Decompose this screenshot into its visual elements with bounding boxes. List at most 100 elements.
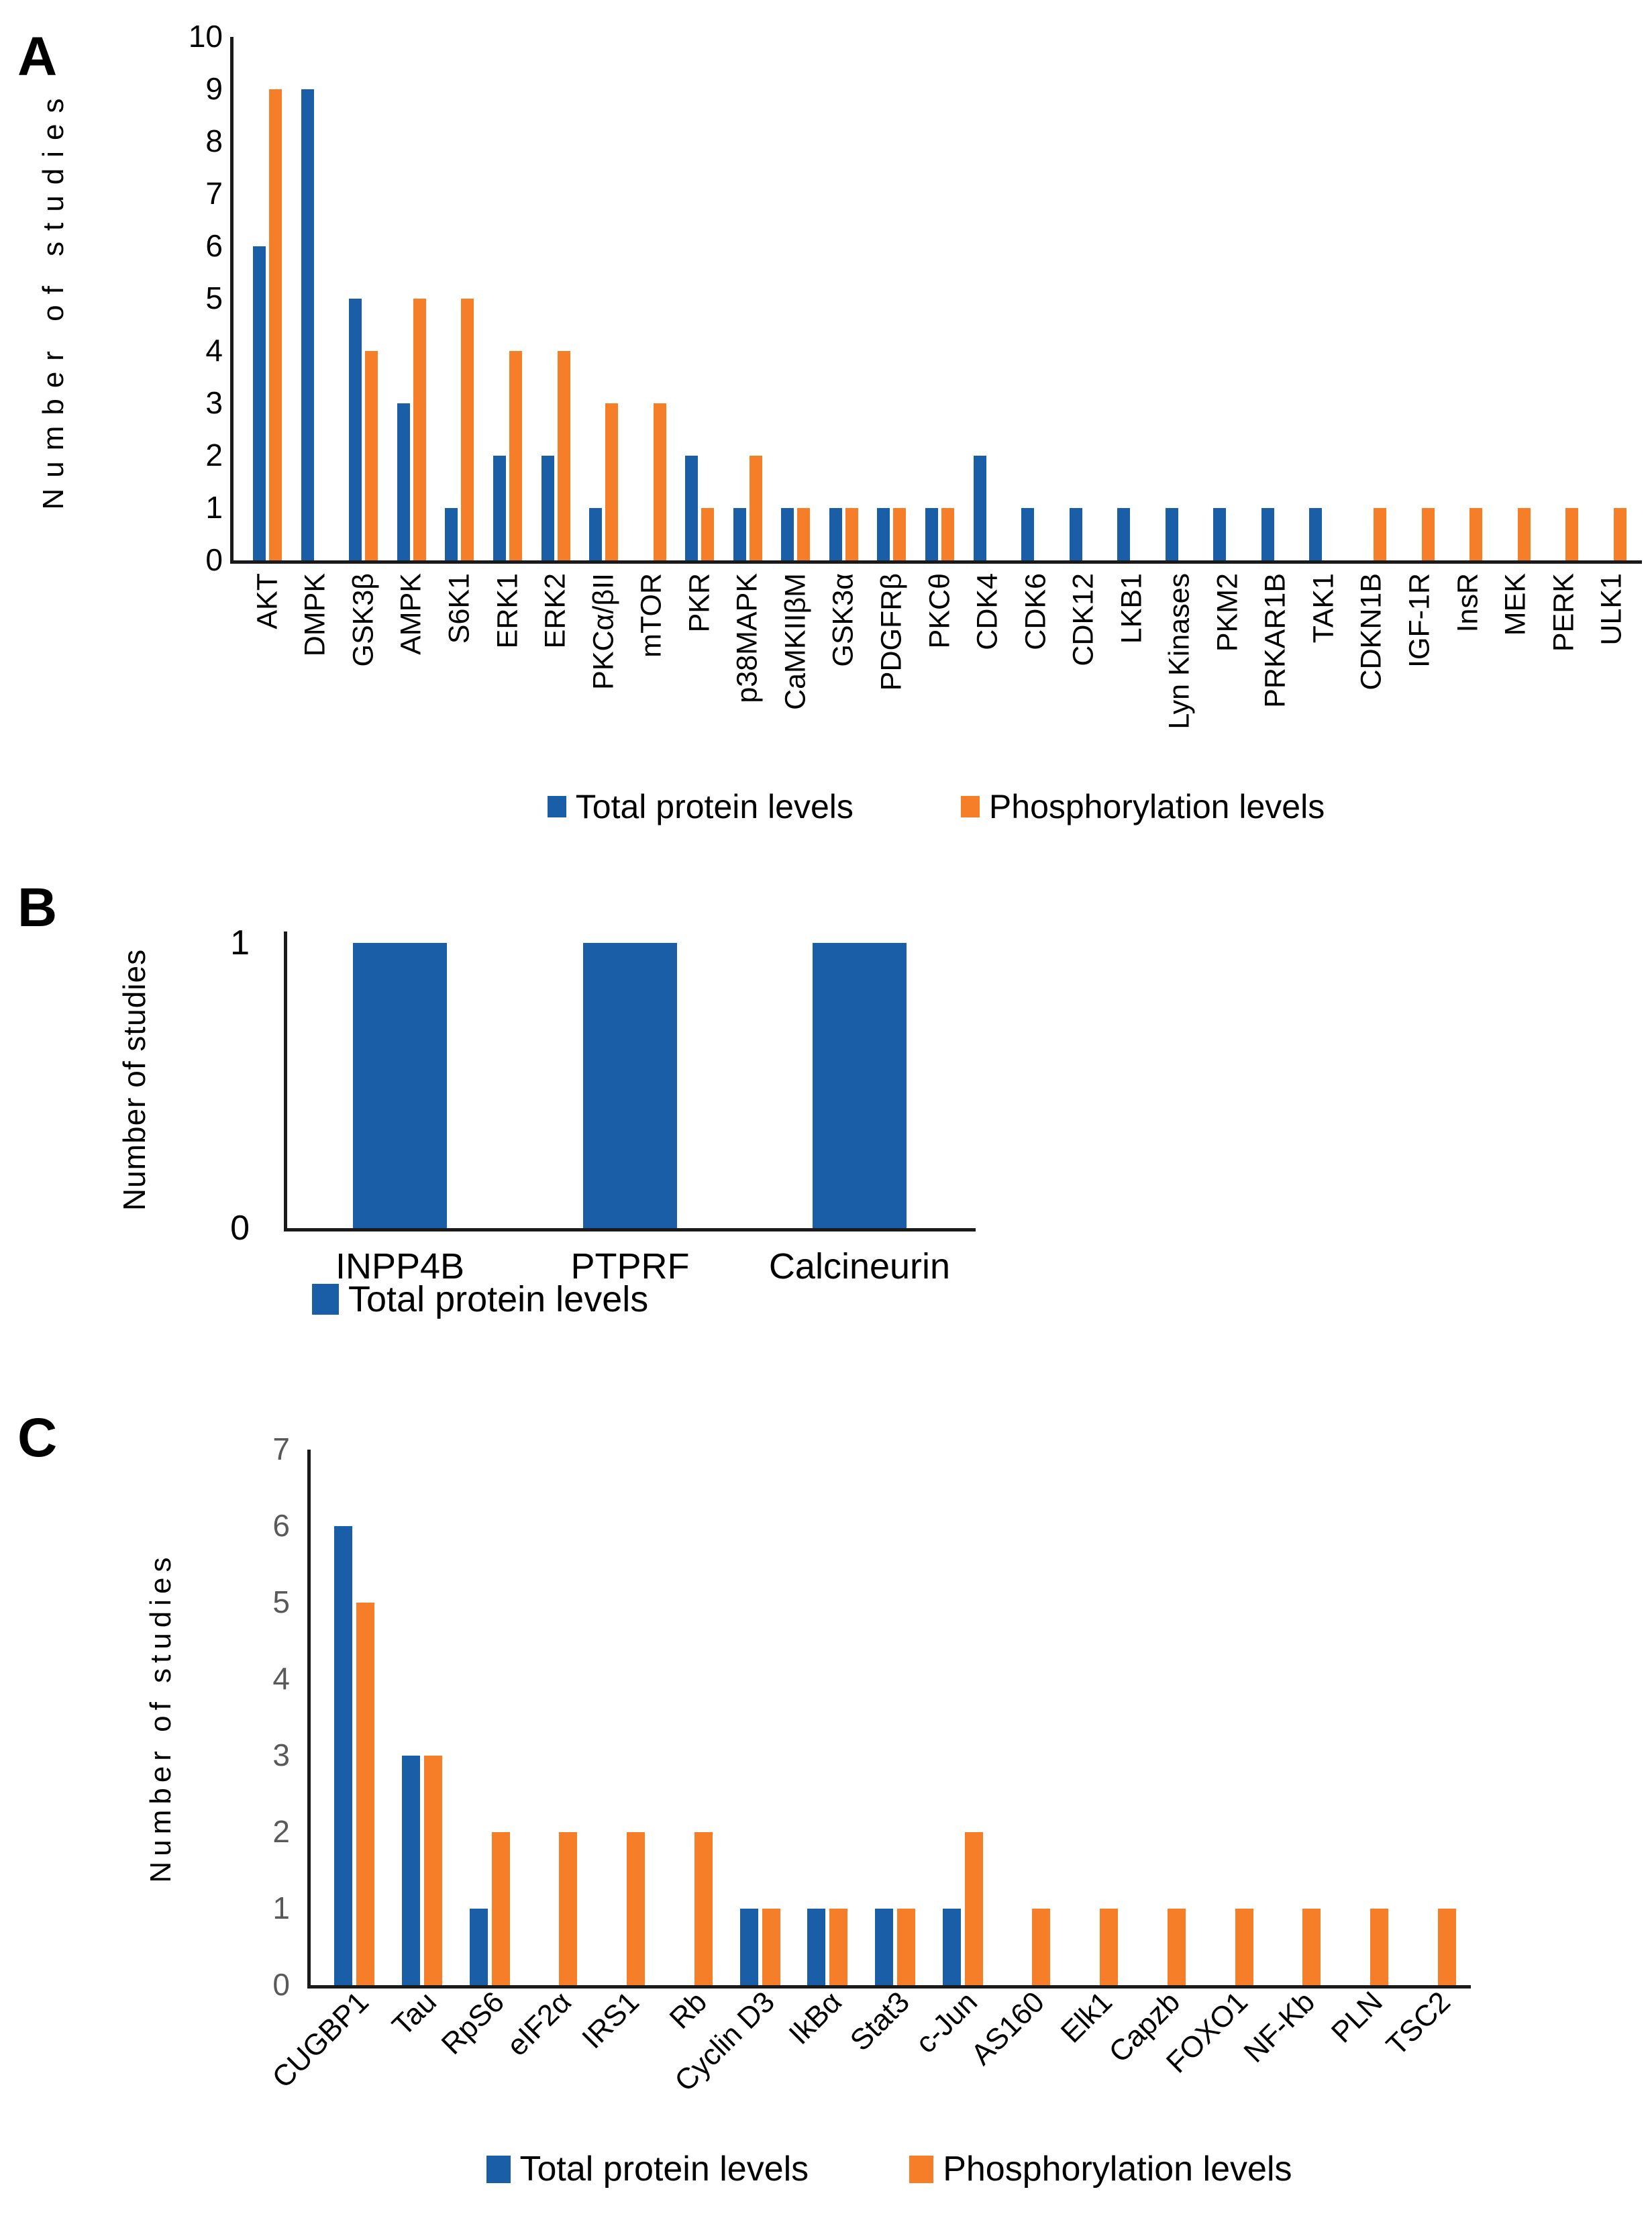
y-axis-a bbox=[230, 37, 234, 562]
x-label-c-5: Rb bbox=[663, 1985, 713, 2035]
x-label-a-5: ERK1 bbox=[491, 573, 524, 649]
legend-a: Total protein levels Phosphorylation leve… bbox=[231, 780, 1641, 834]
bar-total-c-2 bbox=[470, 1909, 488, 1985]
bar-phospho-a-11 bbox=[797, 508, 810, 560]
bar-total-c-0 bbox=[334, 1526, 352, 1985]
legend-item-total-a: Total protein levels bbox=[547, 787, 854, 826]
y-tick-c-4: 4 bbox=[272, 1661, 290, 1696]
legend-item-total-b: Total protein levels bbox=[312, 1278, 648, 1320]
bar-total-c-9 bbox=[943, 1909, 961, 1985]
panel-c-letter: C bbox=[17, 1407, 58, 1468]
y-tick-a-8: 8 bbox=[205, 123, 223, 158]
bar-phospho-c-1 bbox=[424, 1756, 442, 1985]
bar-phospho-c-5 bbox=[694, 1832, 713, 1985]
legend-label-total-a: Total protein levels bbox=[575, 788, 854, 825]
bar-total-a-15 bbox=[974, 456, 986, 560]
x-axis-c bbox=[307, 1985, 1471, 1989]
legend-label-phospho-c: Phosphorylation levels bbox=[943, 2150, 1292, 2188]
x-label-a-14: PKCθ bbox=[923, 573, 956, 649]
legend-c: Total protein levels Phosphorylation leve… bbox=[309, 2142, 1469, 2196]
bar-phospho-c-15 bbox=[1370, 1909, 1388, 1985]
phospho-legend-swatch-icon bbox=[960, 796, 980, 817]
bar-total-c-8 bbox=[875, 1909, 893, 1985]
x-label-a-21: PRKAR1B bbox=[1259, 573, 1292, 708]
y-tick-c-5: 5 bbox=[272, 1584, 290, 1619]
y-tick-a-1: 1 bbox=[205, 490, 223, 525]
legend-b: Total protein levels bbox=[312, 1272, 648, 1326]
bar-total-a-16 bbox=[1021, 508, 1034, 560]
bar-total-a-19 bbox=[1166, 508, 1178, 560]
bar-phospho-a-2 bbox=[365, 351, 378, 560]
bar-phospho-c-14 bbox=[1302, 1909, 1321, 1985]
bar-phospho-a-9 bbox=[701, 508, 714, 560]
x-label-a-0: AKT bbox=[251, 573, 284, 630]
bar-phospho-c-2 bbox=[492, 1832, 510, 1985]
y-tick-a-10: 10 bbox=[188, 19, 223, 54]
y-axis-title-b: Number of studies bbox=[117, 948, 152, 1211]
bar-phospho-a-4 bbox=[461, 299, 474, 560]
legend-label-total-c: Total protein levels bbox=[519, 2150, 809, 2188]
bar-total-a-3 bbox=[397, 403, 410, 560]
legend-label-phospho-a: Phosphorylation levels bbox=[988, 788, 1325, 825]
x-label-c-14: NF-Kb bbox=[1237, 1985, 1321, 2069]
bar-phospho-a-7 bbox=[605, 403, 618, 560]
y-tick-a-4: 4 bbox=[205, 333, 223, 368]
y-tick-a-7: 7 bbox=[205, 176, 223, 211]
bar-phospho-a-0 bbox=[269, 89, 282, 560]
bar-phospho-a-13 bbox=[893, 508, 906, 560]
bar-phospho-c-11 bbox=[1100, 1909, 1118, 1985]
x-label-c-3: eIF2α bbox=[501, 1985, 578, 2063]
bar-phospho-c-9 bbox=[965, 1832, 983, 1985]
bar-phospho-c-13 bbox=[1235, 1909, 1253, 1985]
y-tick-c-3: 3 bbox=[272, 1738, 290, 1772]
y-axis-title-a: Number of studies bbox=[37, 87, 70, 510]
y-tick-c-2: 2 bbox=[272, 1814, 290, 1849]
bar-total-a-11 bbox=[781, 508, 794, 560]
bar-phospho-c-4 bbox=[627, 1832, 645, 1985]
legend-item-total-c: Total protein levels bbox=[486, 2149, 809, 2189]
y-tick-a-9: 9 bbox=[205, 71, 223, 106]
x-label-a-20: PKM2 bbox=[1211, 573, 1244, 652]
x-label-a-16: CDK6 bbox=[1019, 573, 1052, 650]
bar-phospho-c-8 bbox=[897, 1909, 915, 1985]
legend-item-phospho-c: Phosphorylation levels bbox=[909, 2149, 1292, 2189]
x-label-a-17: CDK12 bbox=[1067, 573, 1100, 666]
bar-phospho-c-0 bbox=[356, 1603, 374, 1985]
bar-total-b-0 bbox=[353, 943, 447, 1228]
bar-total-a-1 bbox=[301, 89, 314, 560]
bar-phospho-a-8 bbox=[654, 403, 666, 560]
bar-total-a-14 bbox=[925, 508, 938, 560]
bar-phospho-a-12 bbox=[845, 508, 858, 560]
x-label-c-7: IkBα bbox=[782, 1985, 848, 2051]
bar-phospho-a-6 bbox=[558, 351, 570, 560]
x-label-a-1: DMPK bbox=[299, 573, 331, 657]
x-label-a-6: ERK2 bbox=[539, 573, 572, 649]
x-label-a-2: GSK3β bbox=[347, 573, 380, 667]
y-tick-a-3: 3 bbox=[205, 385, 223, 420]
y-tick-a-2: 2 bbox=[205, 438, 223, 472]
bar-total-c-6 bbox=[740, 1909, 758, 1985]
x-label-c-8: Stat3 bbox=[843, 1985, 916, 2058]
x-label-a-23: CDKN1B bbox=[1355, 573, 1388, 691]
bar-phospho-a-5 bbox=[509, 351, 522, 560]
x-label-b-0: INPP4B bbox=[335, 1246, 465, 1287]
x-label-a-4: S6K1 bbox=[443, 573, 476, 644]
panel-a-letter: A bbox=[17, 26, 58, 87]
y-tick-c-7: 7 bbox=[272, 1431, 290, 1466]
bar-total-c-7 bbox=[807, 1909, 825, 1985]
bar-phospho-c-3 bbox=[559, 1832, 577, 1985]
bar-total-a-0 bbox=[253, 246, 266, 560]
bar-phospho-c-7 bbox=[829, 1909, 847, 1985]
x-label-a-7: PKCα/βII bbox=[587, 573, 620, 690]
x-label-c-2: RpS6 bbox=[435, 1985, 511, 2061]
bar-total-a-10 bbox=[733, 508, 746, 560]
x-label-a-10: p38MAPK bbox=[731, 573, 764, 703]
bar-total-c-1 bbox=[402, 1756, 420, 1985]
x-label-a-12: GSK3α bbox=[827, 573, 860, 667]
bar-phospho-a-24 bbox=[1422, 508, 1435, 560]
x-label-b-2: Calcineurin bbox=[768, 1246, 951, 1287]
x-label-a-13: PDGFRβ bbox=[875, 573, 908, 691]
bar-total-a-13 bbox=[877, 508, 890, 560]
x-label-c-4: IRS1 bbox=[576, 1985, 646, 2056]
